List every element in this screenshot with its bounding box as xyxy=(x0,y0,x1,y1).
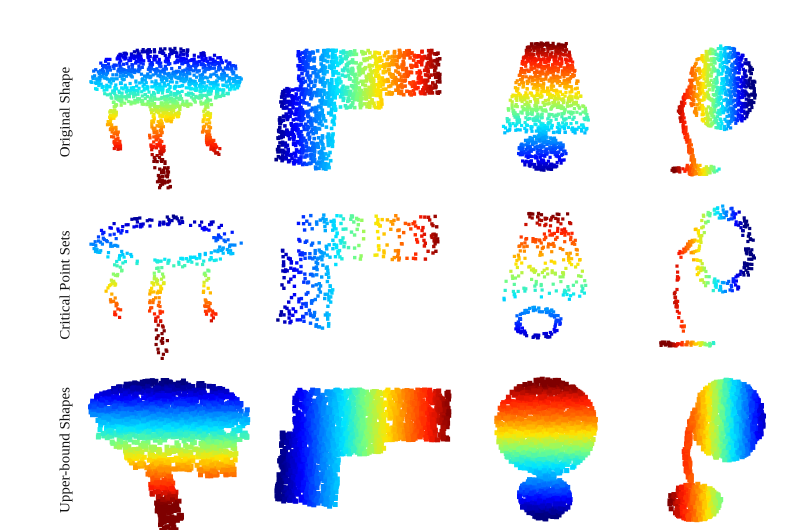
critical-lamp-pointcloud xyxy=(502,211,588,340)
critical-desk-lamp-pointcloud xyxy=(659,204,756,348)
original-lamp-pointcloud xyxy=(501,41,590,172)
row-label-upper-bound-shapes: Upper-bound Shapes xyxy=(57,387,74,513)
original-desk-lamp-pointcloud xyxy=(670,44,757,177)
row-label-original-shape: Original Shape xyxy=(57,66,74,158)
upper-bound-desk-lamp-shape xyxy=(667,377,766,523)
original-table-pointcloud xyxy=(89,46,243,190)
row-label-critical-point-sets: Critical Point Sets xyxy=(57,230,74,340)
upper-bound-table-shape xyxy=(88,378,251,530)
critical-gun-pointcloud xyxy=(276,213,440,330)
original-gun-pointcloud xyxy=(274,48,442,171)
upper-bound-gun-shape xyxy=(274,387,452,509)
upper-bound-lamp-shape xyxy=(494,376,598,522)
critical-table-pointcloud xyxy=(89,214,243,360)
